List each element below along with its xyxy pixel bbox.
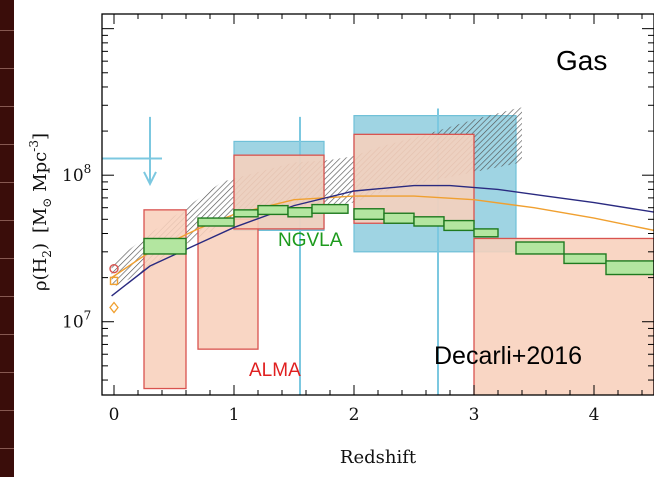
strip-line	[0, 220, 14, 221]
ngvla-step	[233, 209, 259, 218]
ngvla-step	[515, 241, 565, 255]
alma-box	[197, 218, 259, 350]
panel-label-gas: Gas	[556, 45, 607, 76]
x-tick-label: 2	[349, 405, 360, 425]
ngvla-step	[443, 219, 475, 232]
orange-model-curve	[111, 195, 654, 279]
navy-model-curve	[111, 184, 654, 297]
ngvla-step	[353, 208, 385, 221]
data-layer	[102, 107, 654, 395]
tick-labels: 0 1 2 3 4 107 108	[62, 162, 599, 425]
strip-line	[0, 448, 14, 449]
upper-limit-arrowhead	[143, 171, 157, 187]
alma-label: ALMA	[249, 360, 301, 381]
strip-line	[0, 68, 14, 69]
ngvla-step	[605, 260, 654, 276]
ngvla-step	[473, 228, 499, 238]
ngvla-label: NGVLA	[278, 230, 343, 251]
x-axis-label: Redshift	[340, 447, 417, 468]
x-tick-label: 0	[109, 405, 120, 425]
reference-label: Decarli+2016	[434, 342, 582, 370]
left-edge-strip	[0, 0, 14, 477]
alma-box	[143, 209, 187, 390]
y-axis-label: ρ(H2)[M⊙ Mpc-3]	[27, 133, 54, 291]
ngvla-step	[143, 237, 187, 255]
ngvla-step	[383, 212, 415, 224]
z0-point-diamond	[109, 301, 119, 314]
x-tick-label: 3	[469, 405, 480, 425]
x-tick-label: 4	[589, 405, 600, 425]
z0-point-square	[109, 276, 119, 286]
z0-point-circle	[109, 264, 119, 274]
strip-line	[0, 410, 14, 411]
alma-box	[233, 154, 325, 230]
ngvla-step	[257, 204, 289, 216]
strip-line	[0, 106, 14, 107]
ngvla-step	[197, 217, 235, 227]
strip-line	[0, 144, 14, 145]
ngvla-step	[311, 203, 349, 214]
strip-line	[0, 372, 14, 373]
x-tick-label: 1	[229, 405, 240, 425]
ngvla-step	[287, 207, 313, 218]
ngvla-step	[563, 253, 607, 265]
y-tick-label: 107	[62, 309, 91, 333]
ngvla-step	[413, 216, 445, 227]
axes-frame	[101, 13, 654, 396]
strip-line	[0, 296, 14, 297]
strip-line	[0, 182, 14, 183]
strip-line	[0, 258, 14, 259]
strip-line	[0, 30, 14, 31]
y-tick-label: 108	[62, 162, 91, 186]
strip-line	[0, 334, 14, 335]
